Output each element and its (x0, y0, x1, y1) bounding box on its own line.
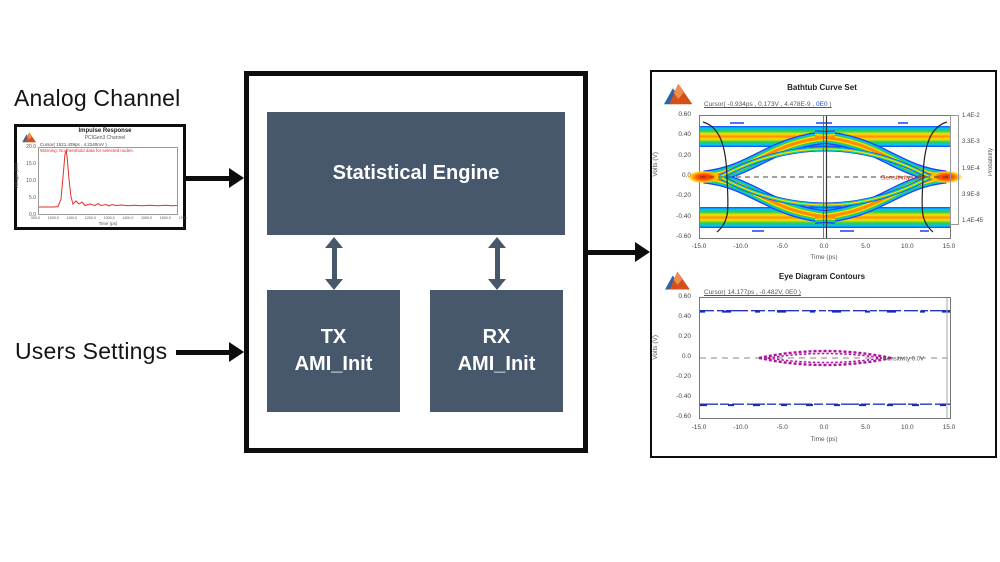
eye-contours-xlabel: Time (ps) (810, 436, 838, 443)
tick-label: 1.4E-2 (962, 113, 980, 119)
impulse-x-axis: 900.0 1000.0 1100.0 1200.0 1300.0 1400.0 1500.… (31, 216, 187, 220)
impulse-y-axis: 20.0 15.0 10.0 5.0 0.0 (18, 144, 36, 218)
analog-channel-label: Analog Channel (14, 85, 181, 111)
bathtub-plot-area: Sensitivity 0.0V (687, 115, 963, 239)
colorbar-tick-labels: 1.4E-2 3.3E-3 1.9E-4 3.9E-8 1.4E-45 (962, 113, 992, 224)
eye-contour-chart: Sensitivity 0.0V (700, 298, 950, 418)
tick-label: 0.20 (678, 333, 691, 340)
tick-label: 0.0 (819, 243, 829, 250)
bathtub-xlabel: Time (ps) (810, 254, 838, 261)
eye-contours-sensitivity-annotation: Sensitivity 0.0V (883, 357, 924, 363)
tick-label: -5.0 (776, 243, 788, 250)
rx-block-line2: AMI_Init (457, 353, 536, 375)
tick-label: 0.60 (678, 293, 691, 300)
statistical-engine-block: Statistical Engine (267, 112, 565, 235)
matlab-logo-icon (665, 271, 690, 290)
tick-label: 900.0 (31, 216, 41, 221)
impulse-response-curve (39, 149, 178, 208)
impulse-cursor-readout: Cursor( 1521.439ps , 4.2240mV ) (40, 142, 107, 147)
tick-label: 1.9E-4 (962, 165, 980, 172)
channel-to-engine-arrow (186, 168, 244, 188)
tick-label: 5.0 (861, 424, 871, 431)
eye-contours-x-axis: -15.0 -10.0 -5.0 0.0 5.0 10.0 15.0 (686, 424, 962, 431)
eye-contours-y-axis: 0.60 0.40 0.20 0.0 -0.20 -0.40 -0.60 (660, 293, 691, 421)
bathtub-y-axis: 0.60 0.40 0.20 0.0 -0.20 -0.40 -0.60 (660, 111, 691, 241)
colorbar-label: Probability (988, 148, 994, 177)
rx-block-line1: RX (482, 326, 511, 348)
probability-colorbar (950, 115, 959, 225)
tick-label: 3.9E-8 (962, 191, 980, 198)
tick-label: -0.60 (676, 232, 691, 240)
tick-label: 0.0 (819, 424, 829, 431)
impulse-plot-area (38, 147, 178, 215)
tick-label: -15.0 (691, 243, 707, 250)
tick-label: 5.0 (861, 243, 871, 250)
tick-label: -0.20 (676, 373, 691, 380)
tick-label: 1400.0 (122, 216, 134, 221)
tick-label: 1.4E-45 (962, 218, 984, 224)
tick-label: 0.60 (678, 111, 691, 118)
tick-label: 10.0 (26, 178, 36, 184)
tick-label: -15.0 (691, 424, 707, 431)
tx-block-line1: TX (320, 326, 347, 348)
tick-label: 10.0 (900, 243, 914, 250)
tick-label: 1300.0 (103, 216, 115, 221)
tick-label: 10.0 (900, 424, 914, 431)
tick-label: 0.40 (678, 131, 691, 139)
tick-label: 15.0 (942, 243, 956, 250)
tick-label: 1000.0 (47, 216, 59, 221)
impulse-warning-text: Warning: No threshold data for selected … (40, 148, 134, 153)
tick-label: 1600.0 (159, 216, 171, 221)
tick-label: 0.0 (681, 171, 691, 179)
impulse-plot-title: Impulse Response (78, 128, 132, 134)
impulse-plot-subtitle: PCIGen3 Channel (84, 135, 126, 141)
engine-to-results-arrow (588, 242, 650, 262)
tick-label: 1100.0 (66, 216, 78, 221)
matlab-logo-icon (664, 83, 693, 105)
settings-to-engine-arrow (176, 342, 244, 362)
results-panel: Bathtub Curve Set Cursor( -0.934ps , 0.1… (650, 70, 997, 458)
statistical-eye-diagram: Sensitivity 0.0V (687, 116, 963, 238)
tick-label: 0.0 (681, 353, 691, 360)
tick-label: -10.0 (733, 424, 749, 431)
tick-label: -5.0 (776, 424, 788, 431)
tick-label: -0.20 (676, 192, 691, 200)
tx-block-line2: AMI_Init (294, 353, 373, 375)
tx-engine-double-arrow (325, 237, 343, 290)
tick-label: -10.0 (733, 243, 749, 250)
tick-label: -0.60 (676, 413, 691, 420)
tick-label: -0.40 (676, 393, 691, 400)
impulse-response-thumbnail: Impulse Response PCIGen3 Channel Cursor(… (14, 124, 186, 230)
tick-label: 1700 (178, 216, 187, 221)
tick-label: 0.0 (29, 212, 36, 218)
bathtub-cursor-readout: Cursor( -0.934ps , 0.173V , 4.478E-9 , 0… (704, 101, 832, 108)
tick-label: 5.0 (29, 195, 36, 201)
tick-label: 1200.0 (84, 216, 96, 221)
tick-label: 3.3E-3 (962, 139, 980, 146)
eye-contours-title: Eye Diagram Contours (778, 272, 866, 281)
tick-label: 0.40 (678, 313, 691, 320)
impulse-ylabel: Voltage (mV) (14, 163, 19, 190)
tx-ami-init-block: TX AMI_Init (267, 290, 400, 412)
rx-engine-double-arrow (488, 237, 506, 290)
bathtub-sensitivity-annotation: Sensitivity 0.0V (881, 175, 926, 182)
tick-label: 15.0 (26, 161, 36, 167)
tick-label: 0.20 (678, 151, 691, 159)
rx-ami-init-block: RX AMI_Init (430, 290, 563, 412)
bathtub-x-axis: -15.0 -10.0 -5.0 0.0 5.0 10.0 15.0 (686, 243, 962, 250)
bathtub-ylabel: Volts (V) (652, 152, 659, 177)
tick-label: 20.0 (26, 144, 36, 150)
tick-label: -0.40 (676, 212, 691, 220)
eye-contours-plot-area: Sensitivity 0.0V (699, 297, 951, 419)
eye-contours-cursor-readout: Cursor( 14.177ps , -0.482V, 0E0 ) (704, 289, 801, 296)
tick-label: 1500.0 (141, 216, 153, 221)
users-settings-label: Users Settings (15, 338, 168, 364)
matlab-logo-icon (22, 132, 37, 143)
tick-label: 15.0 (942, 424, 956, 431)
statistical-engine-label: Statistical Engine (332, 162, 500, 184)
eye-contours-ylabel: Volts (V) (652, 335, 659, 360)
bathtub-title: Bathtub Curve Set (787, 83, 857, 92)
impulse-xlabel: Time (ps) (98, 221, 118, 226)
